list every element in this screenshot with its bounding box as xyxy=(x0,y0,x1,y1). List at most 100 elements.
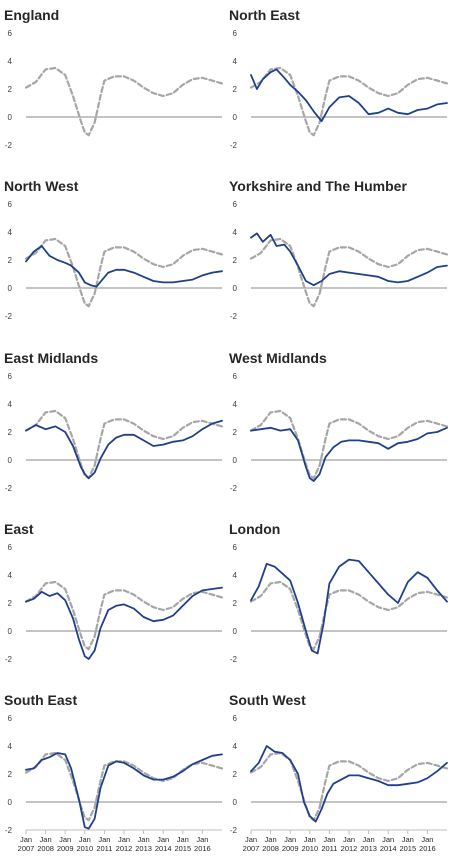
x-tick-year: 2011 xyxy=(96,844,112,853)
y-tick-label: 2 xyxy=(8,428,13,437)
panel-south-east: South East6420-2Jan2007Jan2008Jan2009Jan… xyxy=(4,692,224,853)
y-tick-label: 4 xyxy=(233,400,238,409)
x-tick-year: 2012 xyxy=(341,844,358,853)
y-tick-label: 2 xyxy=(233,770,238,779)
y-tick-label: 4 xyxy=(8,400,13,409)
england-dashed-line xyxy=(249,237,449,308)
england-dashed-line xyxy=(249,751,449,822)
panel-north-east: North East 6 4 2 0 -2 xyxy=(229,7,449,150)
england-dashed-line xyxy=(24,409,224,480)
x-tick-year: 2016 xyxy=(419,844,436,853)
x-tick-year: 2008 xyxy=(37,844,54,853)
x-tick-month: Jan xyxy=(304,835,316,844)
x-tick-month: Jan xyxy=(323,835,335,844)
x-tick-year: 2015 xyxy=(399,844,416,853)
england-dashed-line xyxy=(249,66,449,137)
y-tick-label: 4 xyxy=(8,742,13,751)
x-tick-month: Jan xyxy=(98,835,110,844)
y-tick-label: 6 xyxy=(233,372,238,381)
y-tick-label: -2 xyxy=(5,484,13,493)
panel-england: England 6 4 2 0 -2 xyxy=(4,7,224,150)
x-tick-year: 2008 xyxy=(262,844,279,853)
x-tick-month: Jan xyxy=(20,835,32,844)
panel-title: North West xyxy=(4,178,79,194)
x-tick-year: 2013 xyxy=(360,844,377,853)
x-tick-month: Jan xyxy=(138,835,150,844)
y-tick-label: -2 xyxy=(230,141,238,150)
panel-title: East Midlands xyxy=(4,350,98,366)
y-tick-label: 2 xyxy=(233,599,238,608)
x-tick-month: Jan xyxy=(177,835,189,844)
panel-london: London 6 4 2 0 -2 xyxy=(229,521,449,664)
panel-title: London xyxy=(229,521,280,537)
y-tick-label: 6 xyxy=(8,372,13,381)
y-tick-label: -2 xyxy=(5,141,13,150)
region-line xyxy=(250,426,448,482)
england-dashed-line xyxy=(24,66,224,137)
x-tick-year: 2014 xyxy=(155,844,172,853)
x-tick-year: 2012 xyxy=(116,844,133,853)
england-dashed-line xyxy=(249,580,449,651)
panel-east-midlands: East Midlands 6 4 2 0 -2 xyxy=(4,350,224,493)
x-tick-month: Jan xyxy=(157,835,169,844)
x-tick-month: Jan xyxy=(382,835,394,844)
y-tick-label: 2 xyxy=(8,770,13,779)
region-line xyxy=(25,245,223,288)
y-tick-label: 4 xyxy=(8,571,13,580)
panel-south-west: South West6420-2Jan2007Jan2008Jan2009Jan… xyxy=(229,692,449,853)
x-tick-month: Jan xyxy=(40,835,52,844)
england-dashed-line xyxy=(24,751,224,822)
y-tick-label: 0 xyxy=(233,284,238,293)
y-tick-label: 4 xyxy=(233,742,238,751)
x-tick-year: 2010 xyxy=(76,844,93,853)
x-tick-month: Jan xyxy=(265,835,277,844)
panel-title: Yorkshire and The Humber xyxy=(229,178,407,194)
panel-east: East 6 4 2 0 -2 xyxy=(4,521,224,664)
panel-north-west: North West 6 4 2 0 -2 xyxy=(4,178,224,321)
y-tick-label: -2 xyxy=(230,484,238,493)
y-tick-label: 6 xyxy=(233,200,238,209)
region-line xyxy=(25,419,223,480)
panel-title: East xyxy=(4,521,34,537)
y-tick-label: 0 xyxy=(8,627,13,636)
x-tick-year: 2009 xyxy=(282,844,299,853)
region-line xyxy=(250,68,448,123)
x-tick-year: 2007 xyxy=(18,844,35,853)
england-dashed-line xyxy=(24,580,224,651)
y-tick-label: 2 xyxy=(233,85,238,94)
y-tick-label: 0 xyxy=(8,113,13,122)
x-tick-year: 2009 xyxy=(57,844,74,853)
x-tick-month: Jan xyxy=(59,835,71,844)
panel-west-midlands: West Midlands 6 4 2 0 -2 xyxy=(229,350,449,493)
y-tick-label: 2 xyxy=(8,85,13,94)
x-tick-month: Jan xyxy=(402,835,414,844)
x-tick-year: 2014 xyxy=(380,844,397,853)
panel-title: South East xyxy=(4,692,77,708)
y-tick-label: 0 xyxy=(233,627,238,636)
y-tick-label: 4 xyxy=(8,228,13,237)
y-tick-label: 4 xyxy=(8,57,13,66)
y-tick-label: 6 xyxy=(8,200,13,209)
y-tick-label: -2 xyxy=(230,826,238,835)
y-tick-label: 6 xyxy=(233,543,238,552)
y-tick-label: 0 xyxy=(233,798,238,807)
region-line xyxy=(25,586,223,660)
x-tick-year: 2011 xyxy=(321,844,337,853)
panel-title: South West xyxy=(229,692,306,708)
region-line xyxy=(250,558,448,655)
x-tick-month: Jan xyxy=(363,835,375,844)
region-line xyxy=(250,745,448,823)
y-tick-label: 0 xyxy=(8,456,13,465)
panel-title: England xyxy=(4,7,59,23)
y-tick-label: 4 xyxy=(233,228,238,237)
x-tick-month: Jan xyxy=(343,835,355,844)
y-tick-label: 2 xyxy=(8,256,13,265)
y-tick-label: -2 xyxy=(5,826,13,835)
y-tick-label: -2 xyxy=(230,655,238,664)
y-tick-label: 6 xyxy=(8,543,13,552)
x-tick-year: 2013 xyxy=(135,844,152,853)
y-tick-label: 6 xyxy=(233,714,238,723)
x-tick-month: Jan xyxy=(196,835,208,844)
